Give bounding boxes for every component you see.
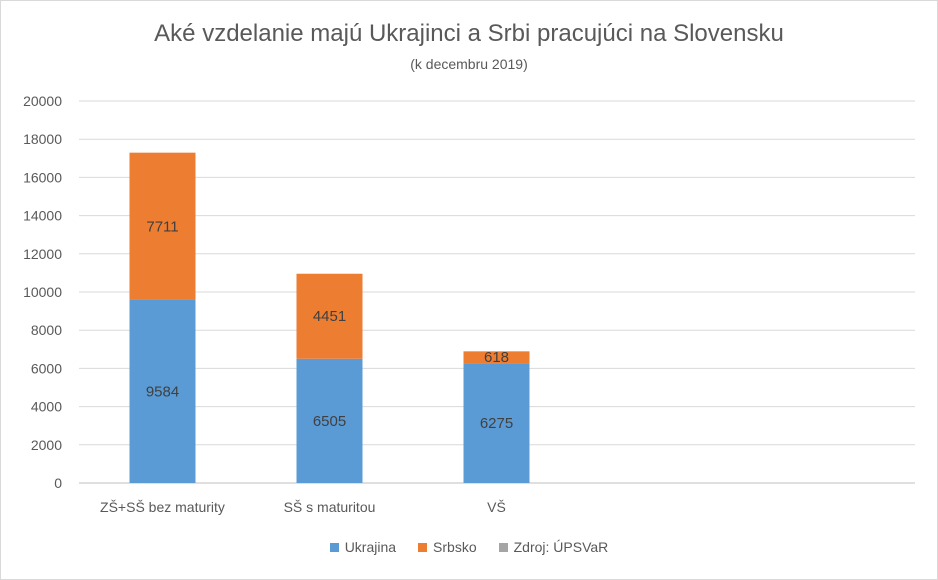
- legend-swatch: [329, 542, 339, 552]
- x-category-label: VŠ: [487, 499, 506, 515]
- chart-legend: Ukrajina Srbsko Zdroj: ÚPSVaR: [0, 539, 938, 555]
- legend-swatch: [498, 542, 508, 552]
- chart-title: Aké vzdelanie majú Ukrajinci a Srbi prac…: [154, 20, 784, 47]
- bar-ukrajina-0: [129, 299, 196, 483]
- y-tick-label: 12000: [23, 246, 62, 262]
- data-label: 618: [484, 349, 509, 366]
- y-tick-label: 10000: [23, 284, 62, 300]
- legend-item: Ukrajina: [329, 539, 397, 555]
- bar-ukrajina-2: [463, 363, 530, 483]
- bar-srbsko-2: [463, 351, 530, 364]
- legend-label: Zdroj: ÚPSVaR: [513, 539, 609, 555]
- y-tick-label: 18000: [23, 131, 62, 147]
- y-tick-label: 0: [54, 475, 62, 491]
- legend-item: Srbsko: [418, 539, 477, 555]
- x-category-label: ZŠ+SŠ bez maturity: [100, 499, 225, 515]
- y-tick-label: 16000: [23, 169, 62, 185]
- y-tick-label: 14000: [23, 208, 62, 224]
- bar-srbsko-1: [296, 273, 363, 359]
- legend-label: Srbsko: [433, 539, 477, 555]
- y-tick-label: 6000: [31, 360, 62, 376]
- y-tick-label: 2000: [31, 437, 62, 453]
- bar-srbsko-0: [129, 152, 196, 300]
- y-tick-label: 4000: [31, 399, 62, 415]
- legend-label: Ukrajina: [344, 539, 397, 555]
- y-tick-label: 20000: [23, 93, 62, 109]
- x-category-label: SŠ s maturitou: [284, 499, 376, 515]
- chart-subtitle: (k decembru 2019): [410, 56, 528, 72]
- legend-item: Zdroj: ÚPSVaR: [498, 539, 609, 555]
- data-label: 4451: [313, 308, 346, 325]
- y-tick-label: 8000: [31, 322, 62, 338]
- data-label: 9584: [146, 383, 179, 400]
- data-label: 6275: [480, 415, 513, 432]
- bar-ukrajina-1: [296, 358, 363, 483]
- data-label: 6505: [313, 413, 346, 430]
- legend-swatch: [418, 542, 428, 552]
- data-label: 7711: [146, 218, 178, 235]
